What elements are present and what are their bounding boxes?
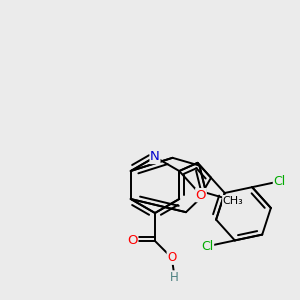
Text: O: O — [167, 251, 176, 264]
Text: O: O — [127, 235, 138, 248]
Text: H: H — [170, 271, 179, 284]
Text: CH₃: CH₃ — [223, 196, 243, 206]
Text: Cl: Cl — [201, 240, 214, 253]
Text: O: O — [196, 189, 206, 202]
Text: N: N — [150, 151, 160, 164]
Text: Cl: Cl — [273, 175, 286, 188]
